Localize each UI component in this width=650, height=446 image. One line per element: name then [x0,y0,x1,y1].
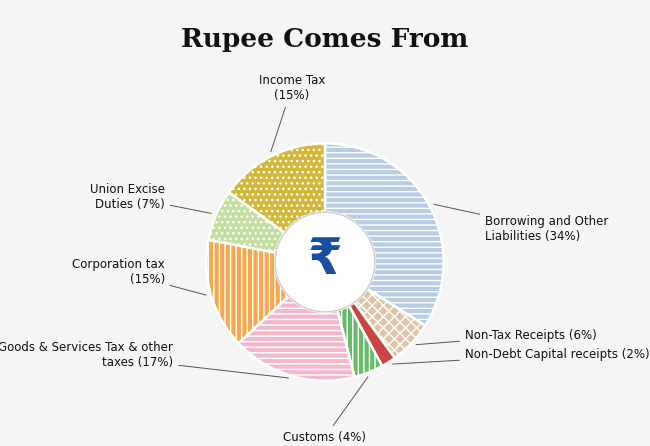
Wedge shape [337,306,382,377]
Circle shape [275,212,375,312]
Wedge shape [354,289,425,358]
Wedge shape [325,143,444,326]
Wedge shape [209,192,285,253]
Text: Income Tax
(15%): Income Tax (15%) [259,74,325,152]
Wedge shape [239,296,354,381]
Text: Corporation tax
(15%): Corporation tax (15%) [72,257,206,295]
Text: ₹: ₹ [307,235,343,284]
Text: Goods & Services Tax & other
taxes (17%): Goods & Services Tax & other taxes (17%) [0,341,289,378]
Text: Non-Tax Receipts (6%): Non-Tax Receipts (6%) [416,329,597,345]
Text: Union Excise
Duties (7%): Union Excise Duties (7%) [90,183,211,213]
Wedge shape [229,143,325,233]
Wedge shape [206,240,289,343]
Wedge shape [349,302,395,366]
Text: Customs (4%): Customs (4%) [283,377,368,444]
Text: Non-Debt Capital receipts (2%): Non-Debt Capital receipts (2%) [393,348,650,364]
Text: Rupee Comes From: Rupee Comes From [181,26,469,52]
Text: Borrowing and Other
Liabilities (34%): Borrowing and Other Liabilities (34%) [434,204,608,243]
